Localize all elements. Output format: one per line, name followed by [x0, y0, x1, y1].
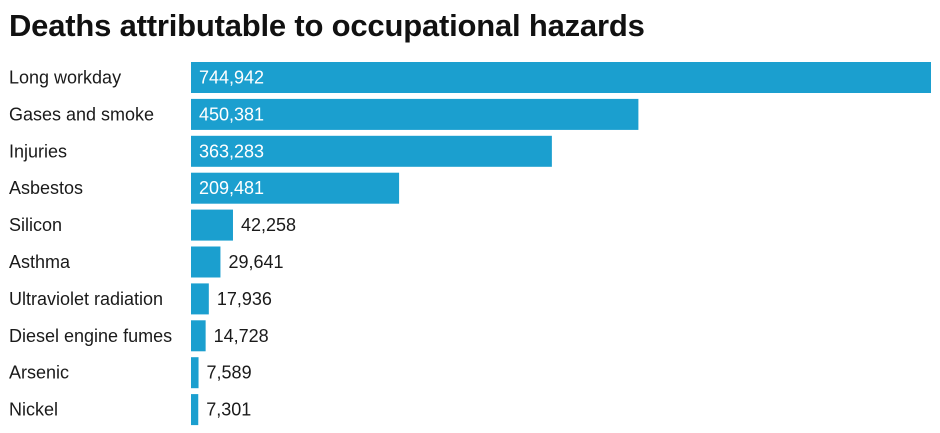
value-label-silicon: 42,258	[241, 215, 296, 235]
value-label-long-workday: 744,942	[199, 68, 264, 88]
bar-silicon	[191, 209, 233, 241]
value-label-asthma: 29,641	[228, 252, 283, 272]
value-label-gases-and-smoke: 450,381	[199, 104, 264, 124]
category-label-arsenic: Arsenic	[9, 363, 69, 383]
category-label-asbestos: Asbestos	[9, 178, 83, 198]
bar-injuries	[191, 135, 552, 167]
category-label-long-workday: Long workday	[9, 68, 121, 88]
category-label-asthma: Asthma	[9, 252, 71, 272]
value-labels: 744,942 450,381 363,283 209,481 42,258 29,641…	[199, 68, 296, 420]
bar-gases-and-smoke	[191, 98, 639, 130]
value-label-asbestos: 209,481	[199, 178, 264, 198]
bar-asthma	[191, 246, 221, 278]
category-label-gases-and-smoke: Gases and smoke	[9, 104, 154, 124]
value-label-injuries: 363,283	[199, 141, 264, 161]
value-label-arsenic: 7,589	[207, 363, 252, 383]
bars	[191, 62, 931, 426]
category-labels: Long workday Gases and smoke Injuries Asbes…	[9, 68, 172, 420]
bar-diesel-engine-fumes	[191, 320, 206, 352]
category-label-diesel-engine-fumes: Diesel engine fumes	[9, 326, 172, 346]
category-label-silicon: Silicon	[9, 215, 62, 235]
bar-arsenic	[191, 357, 199, 389]
category-label-injuries: Injuries	[9, 141, 67, 161]
bar-asbestos	[191, 172, 400, 204]
bar-ultraviolet-radiation	[191, 283, 209, 315]
category-label-ultraviolet-radiation: Ultraviolet radiation	[9, 289, 163, 309]
bar-long-workday	[191, 62, 931, 93]
category-label-nickel: Nickel	[9, 400, 58, 420]
value-label-nickel: 7,301	[206, 400, 251, 420]
value-label-ultraviolet-radiation: 17,936	[217, 289, 272, 309]
bar-nickel	[191, 394, 199, 426]
chart-title: Deaths attributable to occupational haza…	[9, 8, 645, 43]
value-label-diesel-engine-fumes: 14,728	[214, 326, 269, 346]
